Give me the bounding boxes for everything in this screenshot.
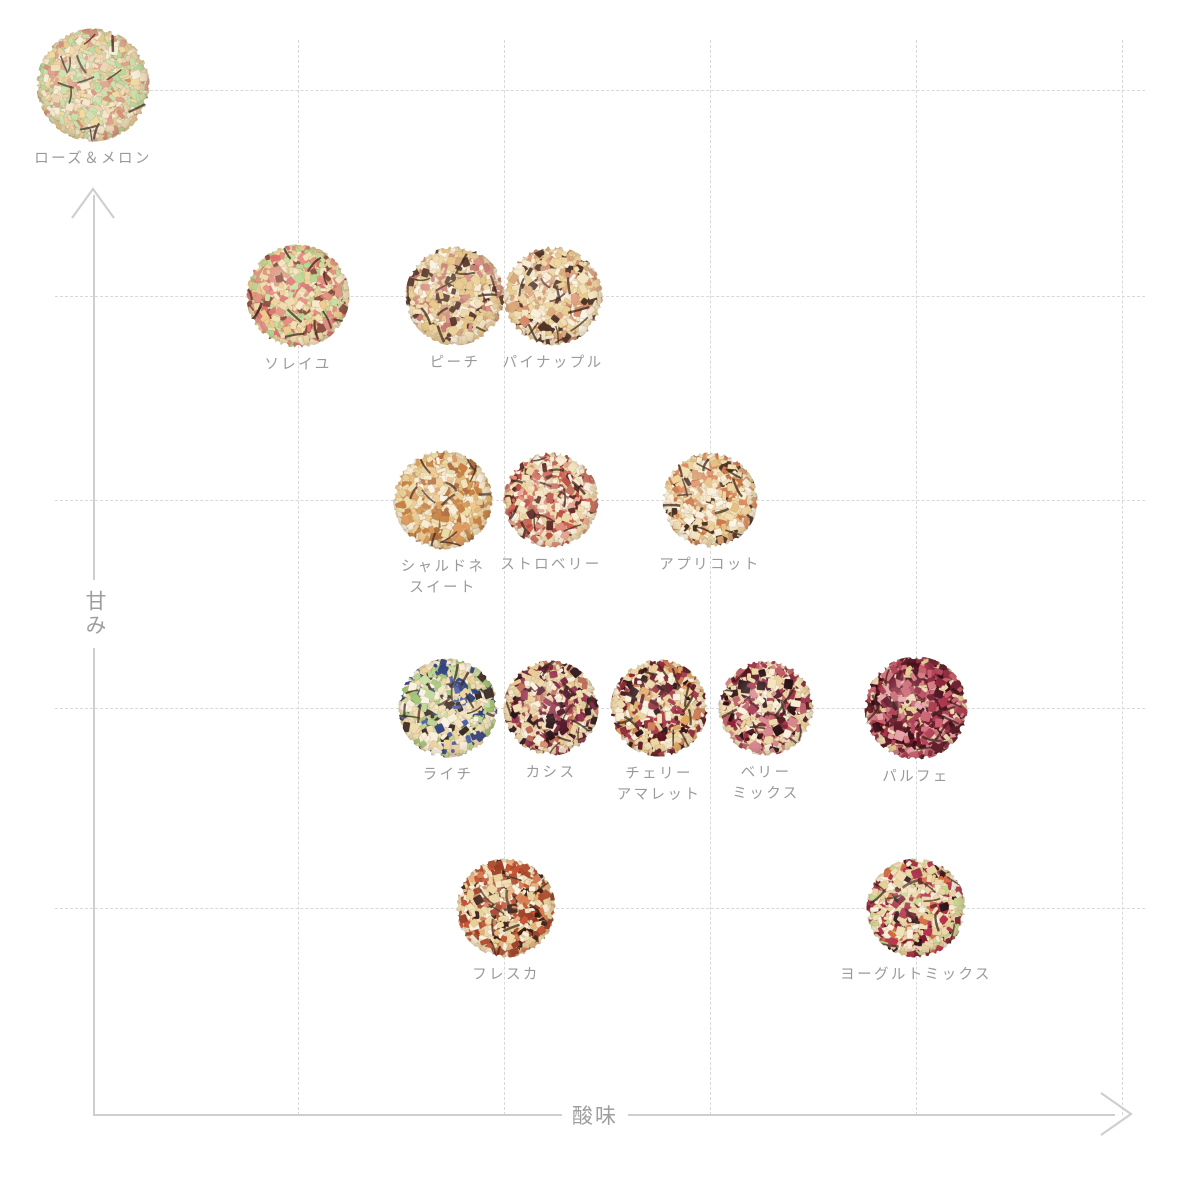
blend-item-label: ストロベリー bbox=[500, 557, 602, 573]
blend-item-label: パイナップル bbox=[502, 355, 604, 371]
blend-item-label: アプリコット bbox=[659, 557, 761, 573]
blend-item[interactable]: フレスカ bbox=[456, 858, 556, 983]
blend-item-label: シャルドネ スイート bbox=[400, 559, 486, 597]
blend-photo bbox=[246, 244, 350, 348]
blend-item-label: カシス bbox=[525, 765, 577, 781]
blend-item-label: ローズ＆メロン bbox=[34, 151, 152, 167]
blend-item[interactable]: シャルドネ スイート bbox=[393, 450, 493, 596]
y-axis-line bbox=[93, 195, 95, 1115]
blend-photo bbox=[662, 452, 758, 548]
blend-item[interactable]: ベリー ミックス bbox=[718, 660, 814, 802]
blend-photo bbox=[393, 450, 493, 550]
blend-photo bbox=[405, 246, 505, 346]
arrow-up-icon bbox=[70, 186, 116, 220]
gridline-vertical bbox=[1122, 40, 1123, 1115]
blend-photo bbox=[456, 858, 556, 958]
blend-photo bbox=[503, 452, 599, 548]
x-axis-label: 酸味 bbox=[562, 1098, 628, 1132]
blend-item[interactable]: パルフェ bbox=[864, 656, 968, 785]
blend-item-label: ピーチ bbox=[429, 355, 481, 371]
gridline-vertical bbox=[298, 40, 299, 1115]
arrow-right-icon bbox=[1098, 1091, 1134, 1137]
blend-item[interactable]: パイナップル bbox=[502, 246, 603, 371]
blend-item-label: ソレイユ bbox=[264, 357, 332, 373]
gridline-vertical bbox=[916, 40, 917, 1115]
blend-item[interactable]: ソレイユ bbox=[246, 244, 350, 373]
blend-item[interactable]: ストロベリー bbox=[500, 452, 599, 573]
blend-photo bbox=[36, 28, 150, 142]
blend-item[interactable]: アプリコット bbox=[659, 452, 758, 573]
gridline-vertical bbox=[710, 40, 711, 1115]
blend-photo bbox=[864, 656, 968, 760]
blend-item-label: フレスカ bbox=[472, 967, 540, 983]
blend-item[interactable]: ローズ＆メロン bbox=[34, 28, 150, 167]
y-axis-label: 甘み bbox=[81, 580, 108, 648]
blend-item[interactable]: ピーチ bbox=[405, 246, 505, 371]
gridline-horizontal bbox=[55, 90, 1145, 91]
blend-photo bbox=[503, 246, 603, 346]
gridline-horizontal bbox=[55, 908, 1145, 909]
blend-item[interactable]: ヨーグルトミックス bbox=[840, 858, 989, 983]
gridline-vertical bbox=[504, 40, 505, 1115]
blend-photo bbox=[610, 659, 708, 757]
blend-item-label: パルフェ bbox=[882, 769, 950, 785]
blend-item-label: ベリー ミックス bbox=[732, 765, 800, 803]
gridline-horizontal bbox=[55, 708, 1145, 709]
blend-photo bbox=[718, 660, 814, 756]
blend-item[interactable]: ライチ bbox=[398, 658, 498, 783]
blend-item-label: ヨーグルトミックス bbox=[840, 967, 992, 983]
blend-item[interactable]: カシス bbox=[503, 660, 599, 781]
gridline-horizontal bbox=[55, 500, 1145, 501]
blend-photo bbox=[398, 658, 498, 758]
blend-photo bbox=[503, 660, 599, 756]
blend-item-label: チェリー アマレット bbox=[616, 766, 702, 804]
blend-photo bbox=[866, 858, 966, 958]
blend-item[interactable]: チェリー アマレット bbox=[610, 659, 708, 803]
blend-item-label: ライチ bbox=[422, 767, 474, 783]
